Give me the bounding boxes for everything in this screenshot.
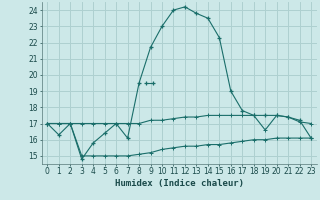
X-axis label: Humidex (Indice chaleur): Humidex (Indice chaleur) [115,179,244,188]
